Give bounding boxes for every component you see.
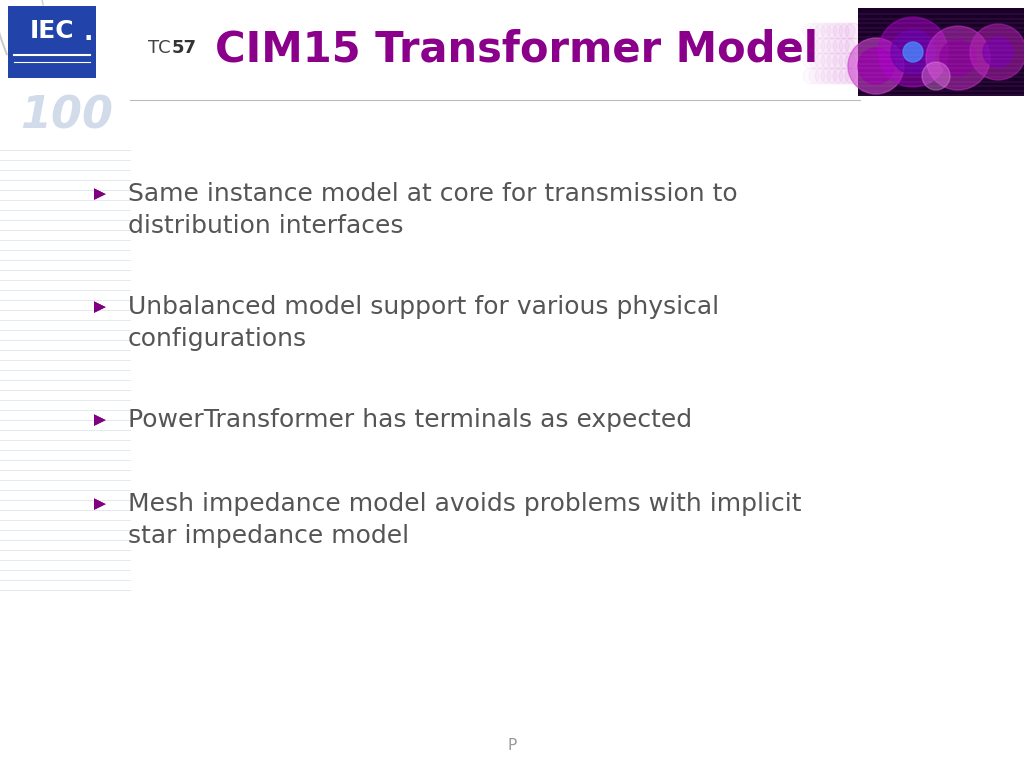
Circle shape [926, 26, 990, 90]
Circle shape [848, 38, 904, 94]
Circle shape [833, 68, 849, 84]
Circle shape [827, 68, 843, 84]
Text: IEC: IEC [30, 19, 75, 43]
Circle shape [815, 53, 831, 69]
Text: 100: 100 [20, 94, 114, 137]
FancyBboxPatch shape [8, 6, 96, 78]
Circle shape [815, 38, 831, 54]
Circle shape [809, 53, 825, 69]
Circle shape [833, 38, 849, 54]
FancyBboxPatch shape [858, 8, 1024, 96]
Text: ▶: ▶ [94, 496, 105, 511]
Circle shape [845, 38, 861, 54]
Text: star impedance model: star impedance model [128, 524, 410, 548]
Circle shape [833, 53, 849, 69]
Circle shape [922, 62, 950, 90]
Text: TC: TC [148, 39, 176, 57]
Circle shape [827, 23, 843, 39]
Circle shape [827, 53, 843, 69]
Text: CIM15 Transformer Model: CIM15 Transformer Model [215, 29, 818, 71]
Circle shape [809, 68, 825, 84]
Circle shape [821, 23, 837, 39]
Circle shape [940, 40, 976, 76]
Circle shape [970, 24, 1024, 80]
Circle shape [839, 53, 855, 69]
Text: Unbalanced model support for various physical: Unbalanced model support for various phy… [128, 295, 719, 319]
Circle shape [878, 17, 948, 87]
Text: .: . [83, 22, 93, 45]
Circle shape [827, 38, 843, 54]
Text: ▶: ▶ [94, 300, 105, 315]
Circle shape [839, 23, 855, 39]
Circle shape [845, 23, 861, 39]
Circle shape [815, 23, 831, 39]
Text: P: P [507, 739, 517, 753]
Text: ▶: ▶ [94, 300, 105, 315]
Circle shape [839, 38, 855, 54]
Circle shape [815, 68, 831, 84]
Circle shape [845, 53, 861, 69]
Circle shape [833, 23, 849, 39]
Text: distribution interfaces: distribution interfaces [128, 214, 403, 238]
Circle shape [821, 38, 837, 54]
Circle shape [903, 42, 923, 62]
Text: Same instance model at core for transmission to: Same instance model at core for transmis… [128, 182, 737, 206]
Circle shape [983, 37, 1013, 67]
Circle shape [845, 68, 861, 84]
Text: Mesh impedance model avoids problems with implicit: Mesh impedance model avoids problems wit… [128, 492, 802, 516]
Circle shape [809, 23, 825, 39]
Text: 57: 57 [172, 39, 197, 57]
Text: ▶: ▶ [94, 187, 105, 201]
Circle shape [891, 30, 935, 74]
Circle shape [821, 68, 837, 84]
Text: ▶: ▶ [94, 496, 105, 511]
Circle shape [809, 38, 825, 54]
Text: PowerTransformer has terminals as expected: PowerTransformer has terminals as expect… [128, 408, 692, 432]
Text: configurations: configurations [128, 327, 307, 351]
Circle shape [839, 68, 855, 84]
Text: ▶: ▶ [94, 187, 105, 201]
Text: ▶: ▶ [94, 412, 105, 428]
Circle shape [821, 53, 837, 69]
Text: ▶: ▶ [94, 412, 105, 428]
Circle shape [858, 48, 894, 84]
